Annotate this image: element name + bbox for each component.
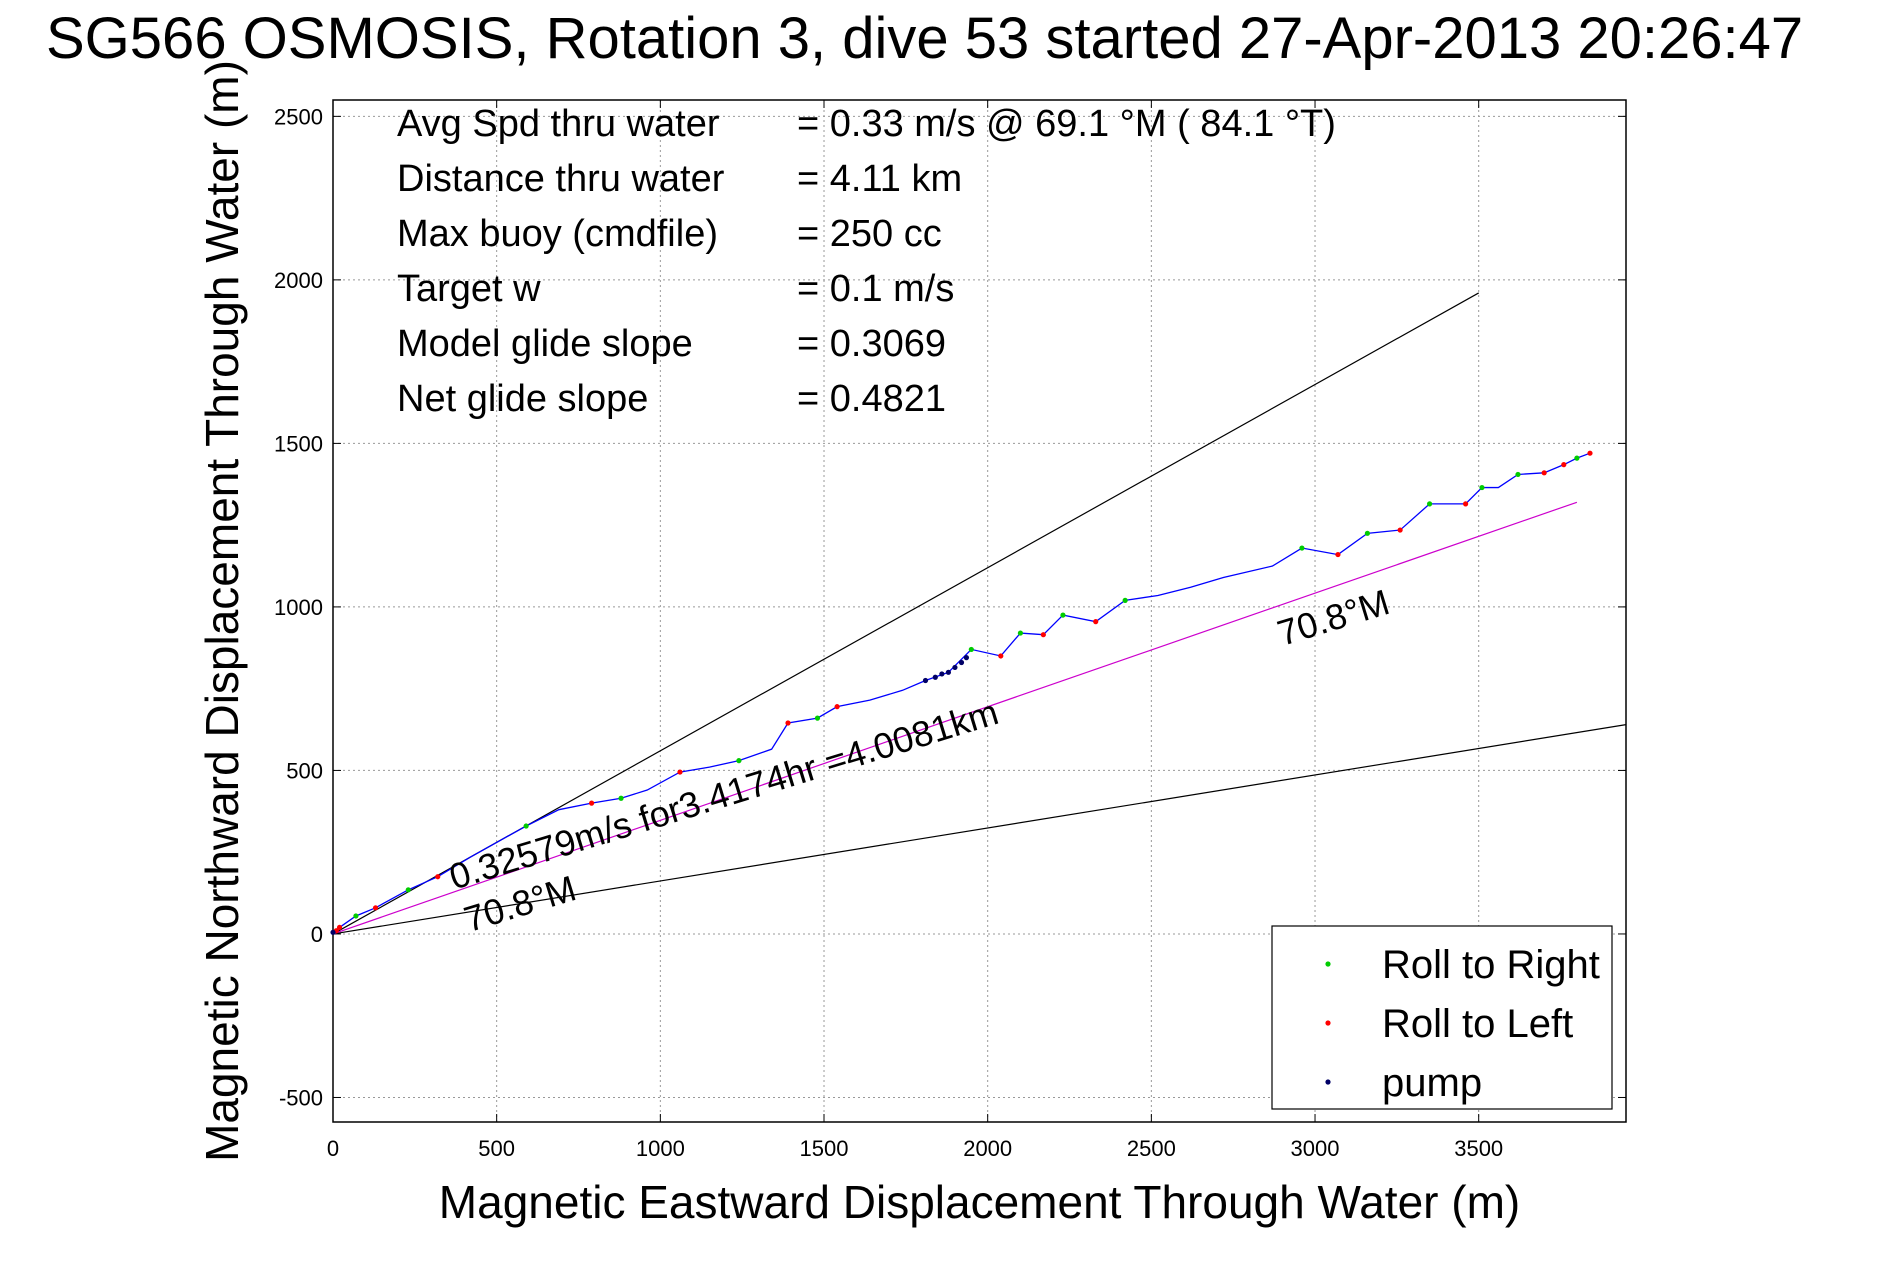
roll-left-marker [1093,619,1099,625]
roll-right-marker [523,823,529,829]
legend-marker [1325,1079,1331,1085]
plot-markers [330,450,1593,935]
x-tick-label: 2500 [1127,1136,1176,1161]
roll-right-marker [1122,597,1128,603]
x-tick-label: 0 [327,1136,339,1161]
pump-marker [932,674,938,680]
roll-left-marker [785,720,791,726]
x-tick-label: 2000 [963,1136,1012,1161]
roll-left-marker [1587,450,1593,456]
grid [332,100,1626,1122]
pump-marker [952,664,958,671]
axis-labels: Magnetic Eastward Displacement Through W… [196,60,1520,1228]
roll-right-marker [618,795,624,801]
legend-label: Roll to Right [1382,943,1600,987]
x-tick-label: 1500 [800,1136,849,1161]
roll-right-marker [1060,612,1066,618]
info-label: Target w [397,268,541,310]
info-label: Avg Spd thru water [397,103,720,145]
line-annotation: 70.8°M [1273,581,1394,654]
axes: 0 500 1000 1500 2000 2500 3000 3500 -500 0 500 1000… [274,99,1627,1161]
info-value: = 0.4821 [797,378,946,420]
reference-line [332,501,1578,935]
roll-right-marker [1017,630,1024,636]
info-block: Avg Spd thru water = 0.33 m/s @ 69.1 °M (… [397,103,1336,420]
roll-left-marker [435,874,441,880]
roll-right-marker [736,758,742,764]
roll-left-marker [834,704,840,710]
roll-right-marker [1364,530,1370,536]
annotations: 0.32579m/s for3.4174hr =4.0081km70.8°M70… [444,581,1394,940]
line-annotation: 0.32579m/s for3.4174hr =4.0081km [444,691,1002,897]
info-value: = 4.11 km [797,158,962,200]
reference-line [332,724,1627,935]
pump-marker [922,677,929,684]
y-axis-label: Magnetic Northward Displacement Through … [196,60,248,1162]
legend-marker [1325,961,1331,967]
roll-left-marker [677,769,683,775]
roll-left-marker [1541,470,1547,476]
info-label: Model glide slope [397,323,693,365]
roll-right-marker [968,646,974,653]
pump-marker [963,655,970,661]
x-tick-label: 3000 [1291,1136,1340,1161]
info-label: Net glide slope [397,378,648,420]
y-tick-label: -500 [279,1085,323,1110]
info-value: = 0.1 m/s [797,268,954,310]
roll-left-marker [1397,527,1403,533]
info-value: = 250 cc [797,213,942,255]
roll-right-marker [1299,545,1305,551]
pump-marker [958,659,965,666]
legend-marker [1325,1020,1331,1026]
info-value: = 0.33 m/s @ 69.1 °M ( 84.1 °T) [797,103,1336,145]
legend: Roll to Right Roll to Left pump [1271,925,1613,1110]
pump-marker [945,669,952,675]
roll-right-marker [1479,484,1485,491]
roll-left-marker [336,924,343,931]
roll-left-marker [1335,551,1341,558]
roll-right-marker [1426,501,1433,507]
roll-right-marker [814,715,821,721]
legend-label: Roll to Left [1382,1002,1573,1046]
roll-right-marker [405,887,411,893]
pump-marker [330,929,336,935]
y-tick-label: 1000 [274,595,323,620]
plot-frame [332,99,1627,1123]
info-value: = 0.3069 [797,323,946,365]
roll-right-marker [353,913,359,919]
y-tick-label: 2500 [274,104,323,129]
pump-marker [939,671,945,677]
y-tick-label: 0 [311,922,323,947]
x-tick-label: 1000 [636,1136,685,1161]
legend-label: pump [1382,1061,1482,1105]
roll-left-marker [1561,462,1567,468]
info-label: Max buoy (cmdfile) [397,213,718,255]
y-tick-label: 2000 [274,268,323,293]
legend-box [1271,925,1613,1110]
roll-left-marker [1040,632,1046,638]
x-tick-label: 3500 [1454,1136,1503,1161]
x-tick-label: 500 [478,1136,515,1161]
roll-right-marker [1515,471,1521,478]
roll-left-marker [1463,501,1469,507]
roll-right-marker [1574,455,1580,461]
y-tick-label: 1500 [274,431,323,456]
y-tick-label: 500 [286,758,323,783]
x-axis-label: Magnetic Eastward Displacement Through W… [439,1176,1520,1228]
roll-left-marker [589,800,595,806]
chart-title: SG566 OSMOSIS, Rotation 3, dive 53 start… [46,6,1804,71]
roll-left-marker [998,653,1004,659]
info-label: Distance thru water [397,158,725,200]
roll-left-marker [372,905,379,911]
